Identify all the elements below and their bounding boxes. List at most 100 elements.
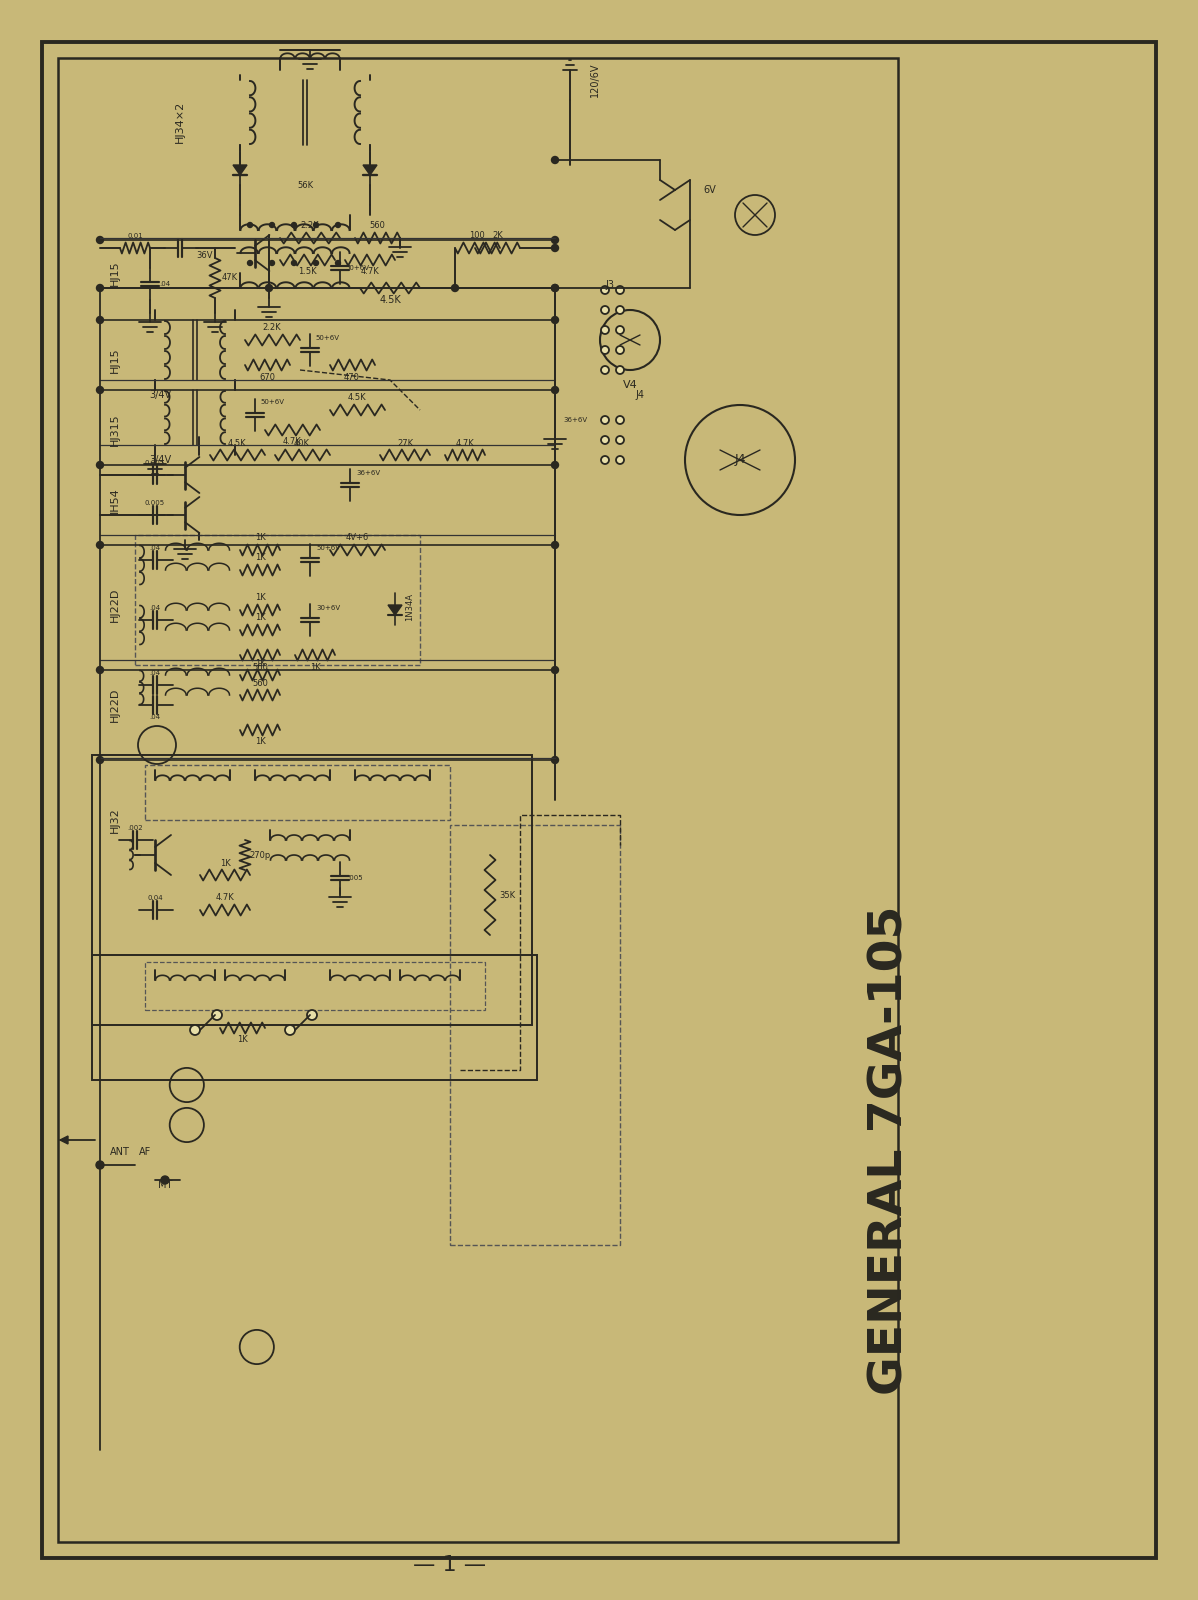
Circle shape bbox=[616, 286, 624, 294]
Bar bbox=[450, 826, 621, 1245]
Circle shape bbox=[270, 261, 274, 266]
Text: HJ315: HJ315 bbox=[110, 414, 120, 446]
Circle shape bbox=[161, 1176, 169, 1184]
Circle shape bbox=[551, 285, 558, 291]
Text: J3: J3 bbox=[605, 280, 615, 290]
Text: 30+6V: 30+6V bbox=[316, 605, 340, 611]
Text: 4.7K: 4.7K bbox=[283, 437, 302, 446]
Circle shape bbox=[452, 285, 459, 291]
Text: 47K: 47K bbox=[222, 274, 238, 283]
Text: 36V: 36V bbox=[196, 251, 213, 261]
Circle shape bbox=[97, 317, 103, 323]
Circle shape bbox=[616, 366, 624, 374]
Circle shape bbox=[248, 222, 253, 227]
Circle shape bbox=[616, 416, 624, 424]
Text: 36+6V: 36+6V bbox=[356, 470, 380, 477]
Text: 1N34A: 1N34A bbox=[405, 594, 415, 621]
Text: 1.5K: 1.5K bbox=[297, 267, 316, 277]
Text: V4: V4 bbox=[623, 379, 637, 390]
Circle shape bbox=[285, 1026, 295, 1035]
Circle shape bbox=[97, 387, 103, 394]
Circle shape bbox=[616, 346, 624, 354]
Circle shape bbox=[97, 541, 103, 549]
Circle shape bbox=[551, 157, 558, 163]
Circle shape bbox=[616, 435, 624, 443]
Text: — 1 —: — 1 — bbox=[413, 1555, 486, 1574]
Text: 120/6V: 120/6V bbox=[589, 62, 600, 98]
Text: ANT: ANT bbox=[110, 1147, 129, 1157]
Polygon shape bbox=[388, 605, 403, 614]
Circle shape bbox=[601, 306, 609, 314]
Text: GENERAL 7GA-105: GENERAL 7GA-105 bbox=[867, 906, 913, 1395]
Text: 4.5K: 4.5K bbox=[347, 394, 367, 403]
Circle shape bbox=[307, 1010, 317, 1021]
Text: IH54: IH54 bbox=[110, 486, 120, 514]
Text: .04: .04 bbox=[150, 546, 161, 550]
Text: 50+6V: 50+6V bbox=[345, 266, 369, 270]
Bar bbox=[92, 955, 537, 1080]
Text: .04: .04 bbox=[150, 714, 161, 720]
Circle shape bbox=[601, 326, 609, 334]
Text: 1K: 1K bbox=[237, 1035, 247, 1045]
Bar bbox=[135, 534, 420, 666]
Polygon shape bbox=[363, 165, 377, 174]
Circle shape bbox=[551, 387, 558, 394]
Text: 4V+6: 4V+6 bbox=[345, 533, 369, 542]
Circle shape bbox=[270, 222, 274, 227]
Text: 560: 560 bbox=[252, 678, 268, 688]
Bar bbox=[58, 58, 898, 1542]
Circle shape bbox=[551, 757, 558, 763]
Circle shape bbox=[248, 261, 253, 266]
Circle shape bbox=[551, 237, 558, 243]
Text: HJ15: HJ15 bbox=[110, 261, 120, 286]
Text: HJ15: HJ15 bbox=[110, 347, 120, 373]
Circle shape bbox=[97, 757, 103, 763]
Circle shape bbox=[97, 237, 103, 243]
Text: 2.2K: 2.2K bbox=[262, 323, 282, 333]
Text: 1K: 1K bbox=[255, 594, 266, 603]
Text: 1K: 1K bbox=[219, 859, 230, 867]
Circle shape bbox=[97, 667, 103, 674]
Text: 3/4V: 3/4V bbox=[149, 454, 171, 466]
Text: 3/4V: 3/4V bbox=[149, 390, 171, 400]
Text: 0.04: 0.04 bbox=[147, 894, 163, 901]
Text: 2.2K: 2.2K bbox=[301, 221, 320, 230]
Text: HJ34×2: HJ34×2 bbox=[175, 101, 184, 142]
Circle shape bbox=[314, 222, 319, 227]
Circle shape bbox=[335, 222, 340, 227]
Text: 1K: 1K bbox=[255, 533, 266, 542]
Circle shape bbox=[266, 285, 272, 291]
Text: 1K: 1K bbox=[255, 738, 266, 747]
Text: HJ32: HJ32 bbox=[110, 806, 120, 834]
Circle shape bbox=[97, 461, 103, 469]
Text: HJ22D: HJ22D bbox=[110, 688, 120, 722]
Circle shape bbox=[96, 1162, 104, 1170]
Text: 1K: 1K bbox=[255, 613, 266, 622]
Text: 270p: 270p bbox=[249, 851, 271, 859]
Text: .04: .04 bbox=[150, 670, 161, 675]
Circle shape bbox=[601, 416, 609, 424]
Text: 1K: 1K bbox=[309, 662, 320, 672]
Text: AF: AF bbox=[139, 1147, 151, 1157]
Circle shape bbox=[551, 285, 558, 291]
Text: 1K: 1K bbox=[255, 659, 266, 667]
Circle shape bbox=[616, 306, 624, 314]
Text: 6V: 6V bbox=[703, 186, 716, 195]
Circle shape bbox=[335, 261, 340, 266]
Circle shape bbox=[291, 222, 296, 227]
Text: 27K: 27K bbox=[397, 438, 413, 448]
Text: 0.005: 0.005 bbox=[145, 499, 165, 506]
Text: 670: 670 bbox=[259, 373, 276, 381]
Bar bbox=[92, 755, 532, 1026]
Text: 1K: 1K bbox=[255, 554, 266, 563]
Circle shape bbox=[314, 261, 319, 266]
Text: .005: .005 bbox=[347, 875, 363, 882]
Text: .002: .002 bbox=[127, 826, 143, 830]
Circle shape bbox=[551, 541, 558, 549]
Circle shape bbox=[97, 285, 103, 291]
Text: 56K: 56K bbox=[297, 181, 313, 189]
Text: 50+6V: 50+6V bbox=[315, 334, 339, 341]
Bar bbox=[145, 765, 450, 819]
Polygon shape bbox=[60, 1136, 68, 1144]
Circle shape bbox=[212, 1010, 222, 1021]
